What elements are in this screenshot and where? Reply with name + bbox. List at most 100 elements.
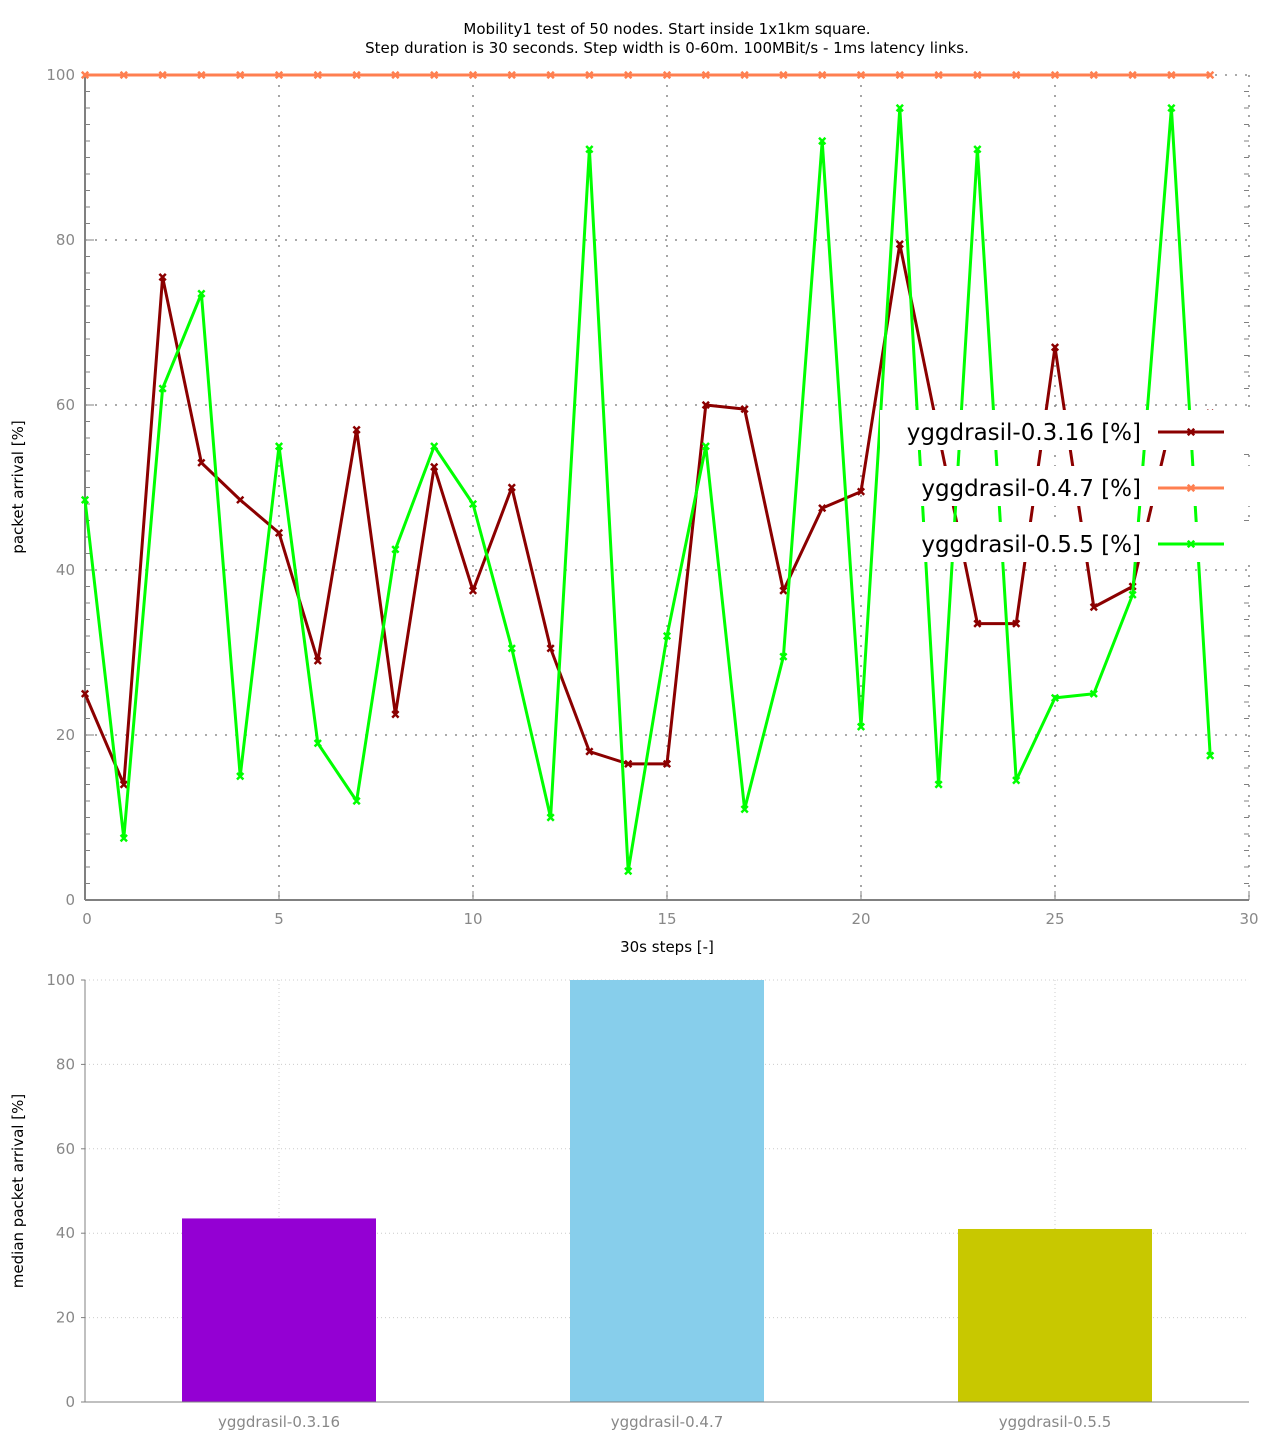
series-1-point	[236, 495, 245, 504]
series-3-point	[352, 796, 361, 806]
series-2-point	[624, 70, 633, 80]
series-3	[80, 103, 1215, 876]
series-2-point	[197, 70, 206, 80]
series-2-point	[934, 70, 943, 80]
series-1-point	[197, 458, 206, 467]
series-2-point	[1089, 70, 1098, 80]
chart-title: Mobility1 test of 50 nodes. Start inside…	[463, 20, 870, 38]
bar-chart-y-tick-label: 60	[56, 1140, 75, 1158]
series-1-point	[158, 273, 167, 282]
legend-item: yggdrasil-0.4.7 [%]	[880, 466, 1250, 506]
series-2-point	[662, 70, 672, 80]
legend-label: yggdrasil-0.3.16 [%]	[907, 420, 1141, 446]
line-chart-x-ticks: 0 5 10 15 20 25 30	[82, 891, 1259, 928]
series-2-point	[391, 70, 400, 80]
bar-chart-y-tick-label: 20	[56, 1309, 75, 1327]
line-chart-y-tick-label: 20	[56, 726, 75, 744]
series-1-point	[313, 656, 322, 665]
series-2-point	[973, 70, 982, 80]
series-3-point	[236, 772, 245, 781]
series-2-point	[1206, 70, 1215, 80]
bar-3	[958, 1228, 1152, 1402]
legend-label: yggdrasil-0.4.7 [%]	[921, 476, 1141, 502]
series-1-point	[1050, 343, 1060, 352]
series-2-point	[468, 70, 478, 80]
line-chart: Mobility1 test of 50 nodes. Start inside…	[9, 20, 1259, 956]
series-2-point	[546, 70, 555, 80]
series-3-point	[740, 805, 749, 814]
line-chart-x-tick-label: 0	[82, 910, 92, 928]
line-chart-y-tick-label: 100	[46, 66, 75, 84]
bar-1	[182, 1218, 376, 1402]
series-2-point	[158, 70, 167, 80]
line-chart-x-tick-label: 25	[1045, 910, 1064, 928]
legend-item: yggdrasil-0.3.16 [%]	[880, 410, 1250, 450]
series-3-point	[507, 644, 516, 653]
line-chart-y-tick-label: 80	[56, 231, 75, 249]
series-2-point	[818, 70, 827, 80]
bar-chart-y-tick-label: 100	[46, 971, 75, 989]
series-2-point	[274, 70, 284, 80]
series-1-point	[546, 644, 555, 653]
series-2-point	[779, 70, 788, 80]
bar-chart-y-label: median packet arrival [%]	[9, 1094, 27, 1288]
series-1-point	[818, 504, 827, 513]
series-2-point	[1012, 70, 1021, 80]
series-1-point	[507, 483, 516, 492]
series-2-point	[1050, 70, 1060, 80]
series-3-point	[895, 103, 904, 113]
line-chart-y-tick-label: 0	[65, 891, 75, 909]
series-3-point	[1050, 693, 1060, 702]
line-chart-y-tick-label: 60	[56, 396, 75, 414]
series-2-point	[236, 70, 245, 80]
series-2-point	[895, 70, 904, 80]
line-chart-x-tick-label: 20	[851, 910, 870, 928]
chart-subtitle: Step duration is 30 seconds. Step width …	[365, 39, 969, 57]
series-1-point	[1089, 603, 1098, 612]
bar-chart-y-tick-label: 40	[56, 1224, 75, 1242]
line-chart-x-tick-label: 15	[657, 910, 676, 928]
series-3-point	[856, 722, 866, 731]
series-3-point	[468, 499, 478, 509]
series-3-point	[391, 545, 400, 554]
series-3-point	[119, 834, 128, 843]
series-3-point	[430, 442, 439, 451]
legend-marker	[1186, 539, 1196, 549]
legend: yggdrasil-0.3.16 [%] yggdrasil-0.4.7 [%] y…	[880, 410, 1250, 562]
series-3-point	[1206, 751, 1215, 760]
line-chart-x-label: 30s steps [-]	[620, 938, 714, 956]
bar-2	[570, 980, 764, 1402]
series-2-point	[585, 70, 594, 80]
series-2	[80, 70, 1215, 80]
series-2-point	[740, 70, 749, 80]
series-3-point	[1089, 689, 1098, 698]
line-chart-x-tick-label: 10	[463, 910, 482, 928]
bar-chart-y-tick-label: 0	[65, 1393, 75, 1411]
series-1-point	[624, 759, 633, 768]
bar-chart-y-tick-label: 80	[56, 1055, 75, 1073]
series-3-point	[158, 384, 167, 393]
series-2-point	[119, 70, 128, 80]
series-1-point	[973, 619, 982, 628]
series-1-point	[701, 400, 710, 410]
series-3-point	[585, 145, 594, 154]
series-1-point	[468, 586, 478, 595]
series-3-point	[80, 495, 90, 504]
bar-chart-y-ticks: 0 20 40 60 80 100	[46, 971, 85, 1411]
series-3-point	[818, 136, 827, 146]
series-2-point	[1167, 70, 1176, 80]
bar-chart-category-label: yggdrasil-0.4.7	[611, 1413, 724, 1431]
line-chart-x-tick-label: 30	[1239, 910, 1258, 928]
bar-chart-axes	[84, 980, 1249, 1403]
series-3-point	[779, 652, 788, 661]
series-3-point	[546, 813, 555, 822]
series-3-point	[313, 739, 322, 748]
series-1-line	[83, 242, 1211, 786]
line-chart-y-tick-label: 40	[56, 561, 75, 579]
series-1-point	[352, 425, 361, 434]
series-1-point	[585, 747, 594, 756]
legend-marker	[1186, 427, 1196, 437]
series-2-point	[313, 70, 322, 80]
series-3-point	[701, 442, 710, 451]
